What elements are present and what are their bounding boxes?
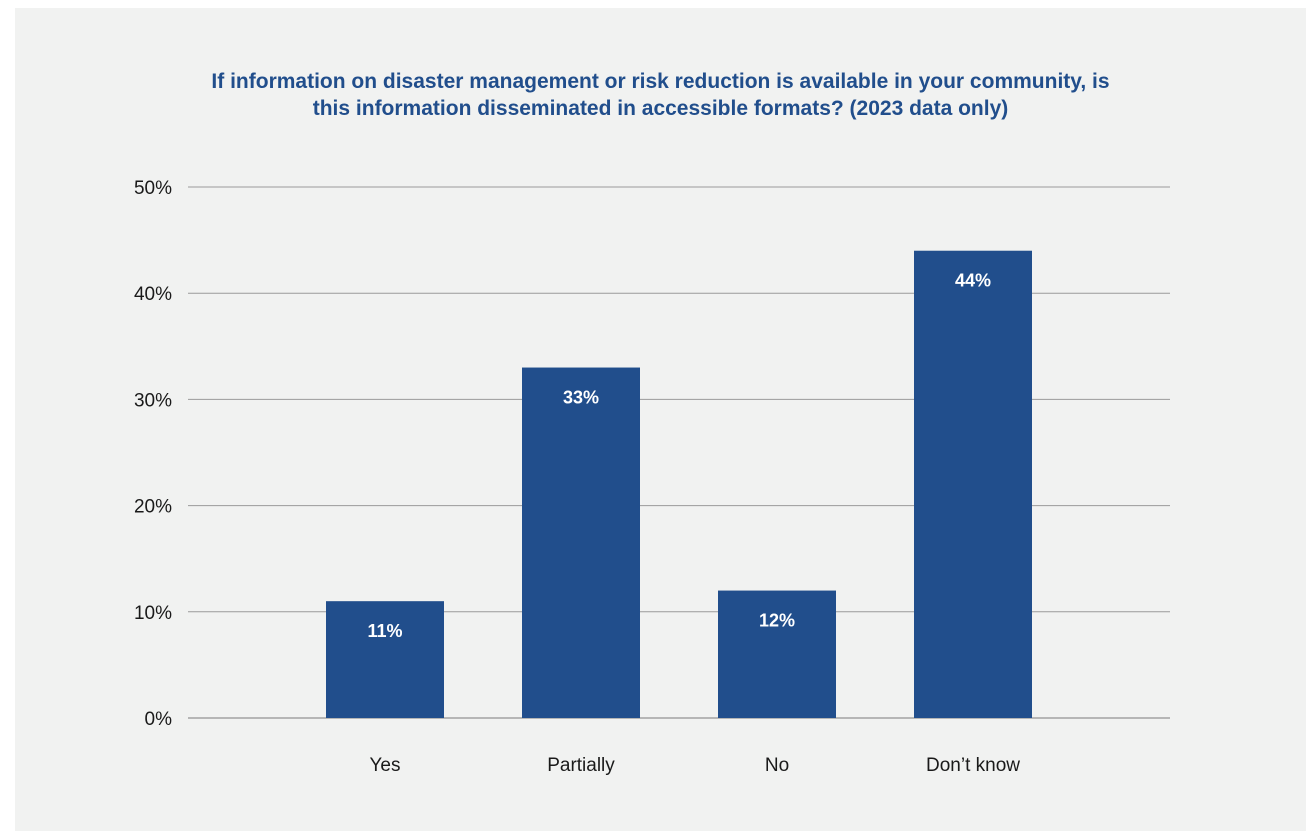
chart-title: If information on disaster management or… [115, 68, 1206, 122]
data-label: 11% [367, 621, 402, 641]
bar-don-t-know [914, 250, 1032, 718]
y-tick-label: 20% [134, 497, 172, 518]
data-label: 44% [955, 271, 991, 291]
y-tick-label: 40% [134, 284, 172, 305]
chart-title-line-1: If information on disaster management or… [211, 70, 1110, 93]
chart-title-line-2: this information disseminated in accessi… [312, 97, 1009, 120]
x-category-label: No [765, 755, 789, 776]
data-label: 12% [759, 611, 795, 631]
bar-partially [522, 367, 640, 718]
bar-no [718, 590, 836, 718]
bar-yes [326, 601, 444, 718]
x-category-label: Partially [547, 755, 615, 776]
chart-panel: If information on disaster management or… [15, 8, 1306, 831]
y-tick-label: 30% [134, 390, 172, 411]
y-tick-label: 10% [134, 603, 172, 624]
y-tick-label: 0% [145, 709, 173, 730]
data-label: 33% [563, 388, 599, 408]
x-category-label: Don’t know [926, 755, 1020, 776]
x-category-label: Yes [370, 755, 401, 776]
y-tick-label: 50% [134, 178, 172, 199]
